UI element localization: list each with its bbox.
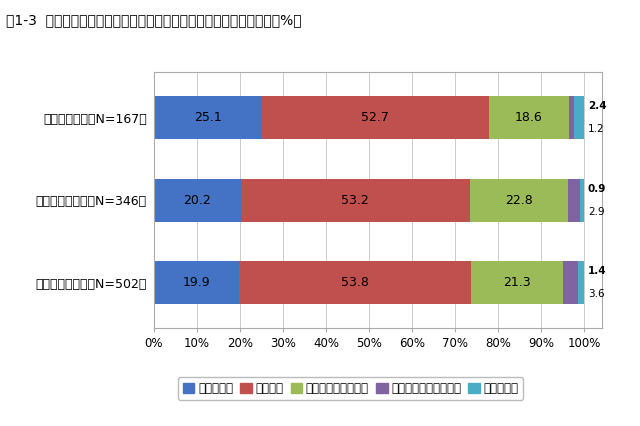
Text: 2.4: 2.4 bbox=[588, 101, 607, 111]
Text: 25.1: 25.1 bbox=[194, 111, 221, 124]
Bar bbox=[574, 96, 584, 139]
Text: 22.8: 22.8 bbox=[505, 194, 532, 207]
Text: 1.4: 1.4 bbox=[588, 266, 607, 276]
Bar bbox=[154, 179, 241, 222]
Bar bbox=[239, 261, 471, 304]
Bar bbox=[154, 261, 239, 304]
Text: 20.2: 20.2 bbox=[183, 194, 211, 207]
Text: 53.8: 53.8 bbox=[341, 276, 369, 289]
Text: 19.9: 19.9 bbox=[182, 276, 211, 289]
Text: 1.2: 1.2 bbox=[588, 124, 604, 134]
Bar bbox=[579, 261, 584, 304]
Text: 図1-3  あなたのお子さんは理科が好きですか（保護者の最終学歴別・%）: 図1-3 あなたのお子さんは理科が好きですか（保護者の最終学歴別・%） bbox=[6, 13, 302, 27]
Text: 53.2: 53.2 bbox=[341, 194, 369, 207]
Text: 3.6: 3.6 bbox=[588, 289, 604, 299]
Text: 21.3: 21.3 bbox=[503, 276, 531, 289]
Bar bbox=[470, 179, 568, 222]
Text: 18.6: 18.6 bbox=[515, 111, 543, 124]
Bar bbox=[262, 96, 489, 139]
Legend: とても好き, まあ好き, あまり好きではない, まったく好きではない, わからない: とても好き, まあ好き, あまり好きではない, まったく好きではない, わからな… bbox=[178, 377, 524, 400]
Text: 0.9: 0.9 bbox=[588, 184, 606, 194]
Bar bbox=[489, 96, 569, 139]
Bar bbox=[580, 179, 584, 222]
Text: 52.7: 52.7 bbox=[362, 111, 389, 124]
Bar bbox=[241, 179, 470, 222]
Bar bbox=[569, 96, 574, 139]
Bar bbox=[154, 96, 262, 139]
Bar bbox=[563, 261, 579, 304]
Bar bbox=[568, 179, 580, 222]
Bar bbox=[471, 261, 563, 304]
Text: 2.9: 2.9 bbox=[588, 207, 604, 217]
